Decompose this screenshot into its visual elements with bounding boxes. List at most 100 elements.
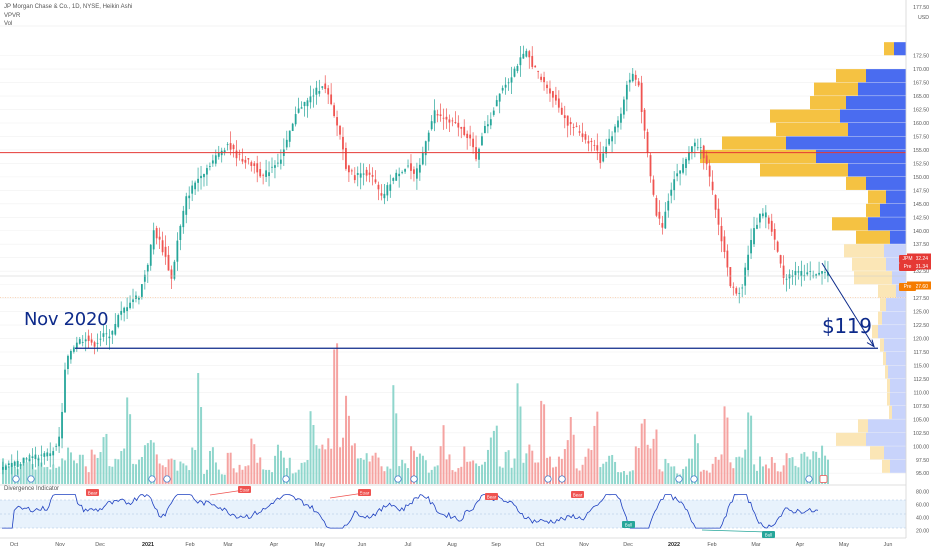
volume-bar xyxy=(146,443,149,484)
candle-body xyxy=(735,288,738,294)
candle-body xyxy=(741,287,744,289)
volume-bar xyxy=(525,453,528,484)
candle-body xyxy=(140,284,143,297)
candle-body xyxy=(226,144,229,146)
x-axis-tick: May xyxy=(315,542,325,548)
volume-bar xyxy=(643,418,646,484)
volume-bar xyxy=(185,465,188,484)
volume-bar xyxy=(818,457,821,484)
candle-body xyxy=(484,125,486,134)
volume-bar xyxy=(161,465,164,484)
legend-vpvr[interactable]: VPVR xyxy=(4,12,21,19)
bull-divergence-line xyxy=(701,529,769,533)
candle-body xyxy=(247,158,250,160)
volume-bar xyxy=(693,434,696,484)
candle-body xyxy=(717,208,720,225)
y-axis-tick: 152.50 xyxy=(913,161,929,167)
volume-bar xyxy=(140,456,143,484)
volume-bar xyxy=(324,449,327,484)
candle-body xyxy=(560,107,563,115)
volume-bar xyxy=(664,458,667,484)
volume-bar xyxy=(735,457,738,484)
candle-body xyxy=(37,458,40,461)
candle-body xyxy=(342,136,344,150)
y-axis-tick: 160.00 xyxy=(913,121,929,127)
x-axis-tick: Oct xyxy=(536,542,545,548)
volume-bar xyxy=(738,456,741,484)
volume-bar xyxy=(729,462,732,484)
candle-body xyxy=(303,101,306,107)
candle-body xyxy=(209,166,211,168)
vpvr-bar-down xyxy=(870,446,884,460)
vpvr-bar-down xyxy=(760,163,848,177)
candle-body xyxy=(436,114,439,116)
volume-bar xyxy=(714,456,717,484)
candle-body xyxy=(463,126,466,135)
y-axis-tick: 145.00 xyxy=(913,202,929,208)
y-axis-tick: 107.50 xyxy=(913,404,929,410)
vpvr-bar-down xyxy=(858,419,868,433)
volume-bar xyxy=(176,470,179,484)
candle-body xyxy=(457,122,460,128)
x-axis-tick: Sep xyxy=(491,542,501,548)
volume-bar xyxy=(40,462,43,484)
volume-bar xyxy=(670,466,673,484)
volume-bar xyxy=(120,451,123,484)
candle-body xyxy=(513,68,516,77)
candle-body xyxy=(575,125,578,127)
candle-body xyxy=(797,271,800,273)
volume-bar xyxy=(750,415,753,484)
volume-bar xyxy=(457,468,460,484)
candle-body xyxy=(407,165,409,167)
volume-bar xyxy=(498,466,501,484)
price-tag-pre-label: Pre xyxy=(899,263,916,271)
volume-bar xyxy=(75,463,78,484)
candle-body xyxy=(744,267,747,286)
candle-body xyxy=(413,169,415,174)
volume-bar xyxy=(259,457,262,484)
volume-bar xyxy=(797,467,800,484)
vpvr-bar-up xyxy=(886,351,906,366)
candle-body xyxy=(300,107,303,109)
candle-body xyxy=(676,173,679,177)
volume-bar xyxy=(472,460,475,484)
candle-body xyxy=(486,124,489,127)
volume-bar xyxy=(702,469,705,484)
y-axis-tick: 127.50 xyxy=(913,296,929,302)
volume-bar xyxy=(584,456,587,484)
volume-bar xyxy=(87,472,90,484)
candle-body xyxy=(693,142,696,147)
volume-bar xyxy=(587,448,590,484)
y-axis-tick: 110.00 xyxy=(914,390,930,396)
candle-body xyxy=(773,229,776,240)
x-axis-tick: Jun xyxy=(884,542,893,548)
volume-bar xyxy=(685,466,688,484)
candle-body xyxy=(549,88,551,94)
volume-bar xyxy=(430,469,433,484)
candle-body xyxy=(93,342,96,347)
vpvr-bar-up xyxy=(886,190,906,204)
candle-body xyxy=(4,466,7,470)
candle-body xyxy=(501,87,504,91)
legend-vol[interactable]: Vol xyxy=(4,21,13,27)
vpvr-bar-up xyxy=(890,392,906,406)
volume-bar xyxy=(658,469,661,484)
candle-body xyxy=(126,307,128,312)
candle-body xyxy=(105,333,108,335)
chart-legend: JP Morgan Chase & Co., 1D, NYSE, Heikin … xyxy=(4,3,132,29)
candle-body xyxy=(182,210,185,228)
candle-body xyxy=(176,240,179,262)
volume-bar xyxy=(785,453,788,484)
volume-bar xyxy=(111,466,114,484)
event-marker xyxy=(27,475,35,483)
candle-body xyxy=(767,217,770,224)
y-axis-tick: 95.00 xyxy=(916,471,929,477)
oscillator-title[interactable]: Divergence Indicator xyxy=(4,486,60,492)
vpvr-bar-down xyxy=(832,217,868,231)
candle-body xyxy=(451,120,454,122)
vpvr-bar-up xyxy=(848,122,906,137)
candle-body xyxy=(238,153,241,155)
volume-bar xyxy=(138,459,141,484)
volume-bar xyxy=(191,447,194,484)
candle-body xyxy=(673,179,676,191)
